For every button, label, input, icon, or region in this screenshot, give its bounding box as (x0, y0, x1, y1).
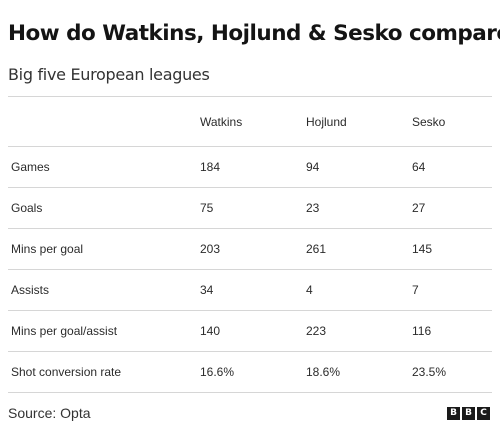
table-row: Shot conversion rate 16.6% 18.6% 23.5% (8, 352, 492, 393)
cell-hojlund: 223 (306, 324, 327, 338)
row-label: Assists (11, 283, 50, 297)
cell-hojlund: 261 (306, 242, 327, 256)
header-cell-hojlund: Hojlund (306, 114, 347, 129)
cell-sesko: 23.5% (412, 365, 447, 379)
cell-watkins: 16.6% (200, 365, 235, 379)
table-row: Games 184 94 64 (8, 147, 492, 188)
cell-sesko: 7 (412, 283, 419, 297)
row-label: Mins per goal/assist (11, 324, 118, 338)
cell-hojlund: 23 (306, 201, 320, 215)
header-cell-sesko: Sesko (412, 114, 446, 129)
bbc-logo: B B C (447, 407, 490, 420)
source-note: Source: Opta (8, 405, 91, 421)
cell-hojlund: 18.6% (306, 365, 341, 379)
cell-watkins: 34 (200, 283, 214, 297)
cell-sesko: 64 (412, 160, 426, 174)
row-label: Mins per goal (11, 242, 84, 256)
bbc-logo-block: B (462, 407, 475, 420)
cell-sesko: 145 (412, 242, 433, 256)
cell-watkins: 184 (200, 160, 221, 174)
header-cell-watkins: Watkins (200, 114, 243, 129)
table-row: Goals 75 23 27 (8, 188, 492, 229)
cell-hojlund: 4 (306, 283, 313, 297)
table-row: Assists 34 4 7 (8, 270, 492, 311)
cell-watkins: 203 (200, 242, 221, 256)
cell-hojlund: 94 (306, 160, 320, 174)
table-row: Mins per goal 203 261 145 (8, 229, 492, 270)
bbc-logo-block: C (477, 407, 490, 420)
cell-sesko: 116 (412, 324, 432, 338)
chart-title: How do Watkins, Hojlund & Sesko compare? (8, 21, 500, 46)
chart-subtitle: Big five European leagues (8, 65, 210, 84)
row-label: Goals (11, 201, 43, 215)
bbc-logo-block: B (447, 407, 460, 420)
cell-watkins: 75 (200, 201, 214, 215)
table-row: Mins per goal/assist 140 223 116 (8, 311, 492, 352)
comparison-table: Watkins Hojlund Sesko Games 184 94 64 Go… (8, 96, 492, 393)
table-header-row: Watkins Hojlund Sesko (8, 97, 492, 147)
cell-watkins: 140 (200, 324, 221, 338)
row-label: Games (11, 160, 50, 174)
cell-sesko: 27 (412, 201, 426, 215)
row-label: Shot conversion rate (11, 365, 122, 379)
